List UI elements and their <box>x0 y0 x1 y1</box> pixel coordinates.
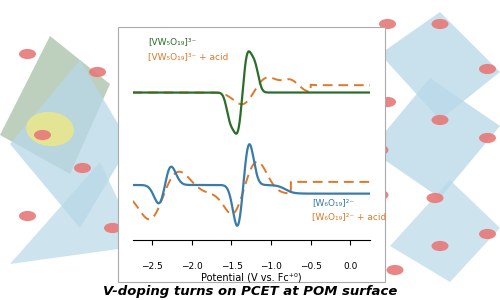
Text: V-doping turns on PCET at POM surface: V-doping turns on PCET at POM surface <box>103 286 397 298</box>
Polygon shape <box>370 78 500 198</box>
Text: [VW₅O₁₉]³⁻ + acid: [VW₅O₁₉]³⁻ + acid <box>148 52 228 61</box>
Ellipse shape <box>26 112 74 146</box>
Circle shape <box>372 190 388 200</box>
Polygon shape <box>380 12 500 120</box>
Text: [VW₅O₁₉]³⁻: [VW₅O₁₉]³⁻ <box>148 37 196 46</box>
Text: [W₆O₁₉]²⁻: [W₆O₁₉]²⁻ <box>312 198 354 207</box>
Text: [W₆O₁₉]²⁻ + acid: [W₆O₁₉]²⁻ + acid <box>312 212 386 221</box>
Circle shape <box>479 229 496 239</box>
Circle shape <box>386 265 404 275</box>
Circle shape <box>479 64 496 74</box>
Circle shape <box>432 115 448 125</box>
Circle shape <box>379 97 396 107</box>
Circle shape <box>432 19 448 29</box>
Circle shape <box>74 163 91 173</box>
Circle shape <box>372 145 388 155</box>
Circle shape <box>426 193 444 203</box>
Polygon shape <box>0 36 110 174</box>
Circle shape <box>104 223 121 233</box>
Polygon shape <box>390 180 500 282</box>
Circle shape <box>379 19 396 29</box>
FancyBboxPatch shape <box>118 27 385 282</box>
X-axis label: Potential (V vs. Fc⁺⁰): Potential (V vs. Fc⁺⁰) <box>201 273 302 283</box>
Circle shape <box>19 49 36 59</box>
Circle shape <box>89 67 106 77</box>
Circle shape <box>479 133 496 143</box>
Polygon shape <box>10 162 140 264</box>
Circle shape <box>432 241 448 251</box>
Circle shape <box>34 130 51 140</box>
Circle shape <box>19 211 36 221</box>
Polygon shape <box>10 60 130 228</box>
